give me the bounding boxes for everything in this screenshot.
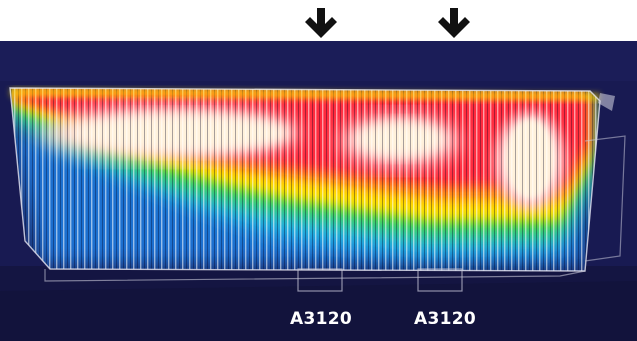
arrow-down-icon (437, 6, 471, 40)
valve-label-right: A3120 (414, 309, 476, 329)
valve-label-left: A3120 (290, 309, 352, 329)
arrow-down-icon (304, 6, 338, 40)
thermal-radiator-image (0, 41, 637, 341)
